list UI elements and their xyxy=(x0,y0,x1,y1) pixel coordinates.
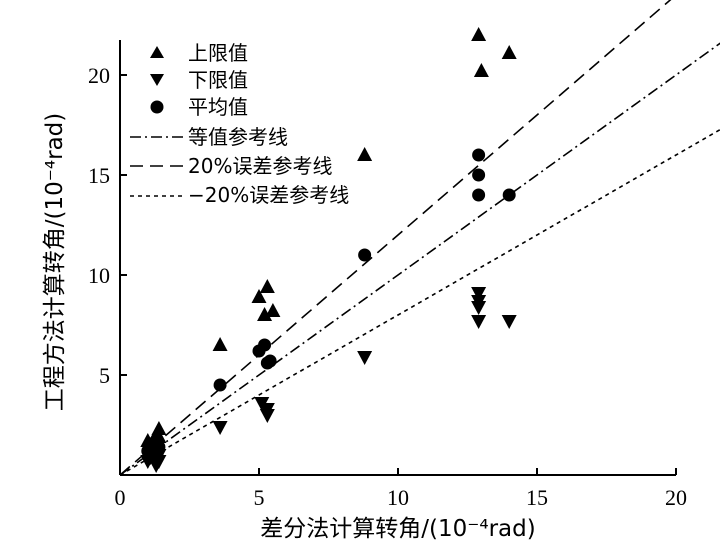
upper-limit-point xyxy=(473,63,489,77)
x-tick-label: 5 xyxy=(254,485,265,510)
upper-limit-point xyxy=(265,303,281,317)
legend-upper-label: 上限值 xyxy=(188,41,248,65)
y-axis-title: 工程方法计算转角/(10⁻⁴rad) xyxy=(42,113,68,411)
y-tick-label: 20 xyxy=(88,63,110,88)
upper-limit-point xyxy=(259,279,275,293)
data-markers xyxy=(140,27,517,473)
average-point xyxy=(149,446,163,460)
lower-limit-point xyxy=(259,409,275,423)
reference-line xyxy=(120,128,720,475)
ticks xyxy=(120,74,677,475)
x-tick-label: 0 xyxy=(115,485,126,510)
lower-limit-point xyxy=(471,315,487,329)
average-point xyxy=(213,378,227,392)
reference-line xyxy=(120,0,672,475)
average-point xyxy=(472,188,486,202)
legend-average-marker-icon xyxy=(150,100,164,114)
average-point xyxy=(358,248,372,262)
x-tick-label: 20 xyxy=(665,485,687,510)
upper-limit-point xyxy=(357,147,373,161)
legend-equal-line-label: 等值参考线 xyxy=(188,125,288,149)
y-tick-label: 10 xyxy=(88,263,110,288)
lower-limit-point xyxy=(501,315,517,329)
legend-lower-label: 下限值 xyxy=(188,68,248,92)
legend-plus20-line-label: 20%误差参考线 xyxy=(188,154,332,178)
x-axis-title: 差分法计算转角/(10⁻⁴rad) xyxy=(260,516,535,542)
average-point xyxy=(472,148,486,162)
upper-limit-point xyxy=(151,421,167,435)
upper-limit-point xyxy=(501,45,517,59)
legend-lower-marker-icon xyxy=(150,74,164,86)
legend: 上限值 下限值 平均值 等值参考线 20%误差参考线 −20%误差参考线 xyxy=(130,41,349,207)
y-tick-label: 5 xyxy=(99,363,110,388)
upper-limit-point xyxy=(471,27,487,41)
x-tick-label: 15 xyxy=(526,485,548,510)
tick-labels: 0 5 10 15 20 5 10 15 20 xyxy=(88,63,687,510)
upper-limit-point xyxy=(257,307,273,321)
lower-limit-point xyxy=(357,351,373,365)
lower-limit-point xyxy=(471,287,487,301)
upper-limit-point xyxy=(212,337,228,351)
upper-limit-point xyxy=(251,289,267,303)
reference-lines xyxy=(120,0,720,475)
legend-upper-marker-icon xyxy=(150,46,164,58)
x-tick-label: 10 xyxy=(387,485,409,510)
reference-line xyxy=(120,42,720,475)
average-point xyxy=(263,354,277,368)
average-point xyxy=(472,168,486,182)
y-tick-label: 15 xyxy=(88,163,110,188)
average-point xyxy=(502,188,516,202)
lower-limit-point xyxy=(212,421,228,435)
legend-average-label: 平均值 xyxy=(188,95,248,119)
lower-limit-point xyxy=(471,301,487,315)
average-point xyxy=(258,338,272,352)
legend-minus20-line-label: −20%误差参考线 xyxy=(188,183,349,207)
